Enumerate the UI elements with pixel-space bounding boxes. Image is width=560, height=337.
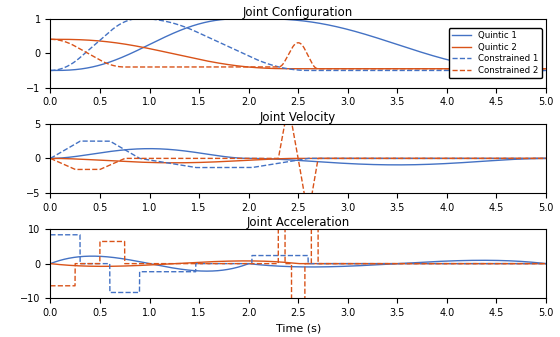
Constrained 1 [237, 50, 244, 54]
Quintic 1 [245, 17, 252, 21]
Legend: Quintic 1, Quintic 2, Constrained 1, Constrained 2: Quintic 1, Quintic 2, Constrained 1, Con… [449, 28, 542, 79]
Title: Joint Velocity: Joint Velocity [260, 111, 337, 124]
Quintic 2 [533, 67, 540, 71]
X-axis label: Time (s): Time (s) [276, 324, 321, 334]
Constrained 2 [543, 67, 549, 71]
Constrained 2 [315, 67, 321, 71]
Quintic 1 [259, 17, 265, 21]
Constrained 2 [237, 65, 244, 69]
Quintic 2 [295, 67, 302, 71]
Quintic 1 [237, 17, 244, 21]
Constrained 2 [104, 61, 110, 65]
Line: Constrained 1: Constrained 1 [50, 19, 546, 70]
Constrained 1 [47, 68, 54, 72]
Line: Constrained 2: Constrained 2 [50, 39, 546, 69]
Constrained 2 [259, 65, 265, 69]
Quintic 1 [47, 68, 54, 72]
Quintic 2 [47, 37, 54, 41]
Constrained 1 [136, 17, 143, 21]
Quintic 1 [133, 49, 139, 53]
Constrained 2 [480, 67, 487, 71]
Constrained 1 [480, 68, 487, 72]
Quintic 1 [543, 68, 549, 72]
Quintic 2 [104, 40, 110, 44]
Quintic 1 [104, 61, 110, 65]
Title: Joint Acceleration: Joint Acceleration [246, 216, 350, 229]
Title: Joint Configuration: Joint Configuration [243, 5, 353, 19]
Quintic 2 [259, 66, 265, 70]
Constrained 1 [543, 68, 549, 72]
Constrained 1 [133, 17, 139, 21]
Quintic 2 [237, 64, 244, 68]
Constrained 2 [47, 37, 54, 41]
Constrained 1 [533, 68, 540, 72]
Constrained 2 [133, 65, 139, 69]
Constrained 1 [259, 60, 265, 64]
Quintic 2 [543, 67, 549, 71]
Line: Quintic 2: Quintic 2 [50, 39, 546, 69]
Quintic 2 [480, 67, 487, 71]
Quintic 1 [480, 65, 487, 69]
Constrained 1 [104, 32, 110, 36]
Quintic 1 [533, 68, 540, 72]
Constrained 2 [533, 67, 540, 71]
Quintic 2 [133, 44, 139, 48]
Line: Quintic 1: Quintic 1 [50, 19, 546, 70]
